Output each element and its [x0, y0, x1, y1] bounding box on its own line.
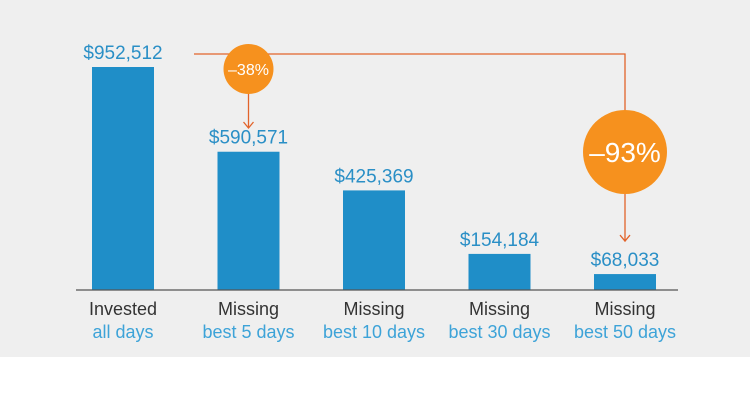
percentage-badges: –38% –93% — [223, 44, 667, 194]
value-label-1: $590,571 — [209, 128, 288, 149]
category-labels: Invested all days Missing best 5 days Missin… — [89, 299, 676, 342]
badge-93-circle — [583, 110, 667, 194]
category-label-line2-1: best 5 days — [202, 322, 294, 342]
badge-38-circle — [223, 44, 274, 94]
bar-2 — [343, 190, 405, 290]
arrowhead-38 — [243, 121, 254, 130]
badge-38-label: –38% — [228, 62, 269, 79]
category-label-line2-4: best 50 days — [574, 322, 676, 342]
arrowhead-93 — [619, 234, 631, 243]
category-label-line2-2: best 10 days — [323, 322, 425, 342]
category-label-line2-3: best 30 days — [448, 322, 550, 342]
badge-93-label: –93% — [589, 137, 661, 168]
value-label-2: $425,369 — [334, 166, 413, 187]
bars — [92, 67, 656, 290]
bar-0 — [92, 67, 154, 290]
value-label-0: $952,512 — [83, 43, 162, 64]
category-label-line1-3: Missing — [469, 299, 530, 319]
bar-1 — [217, 151, 280, 290]
category-label-line1-0: Invested — [89, 299, 157, 319]
category-label-line2-0: all days — [92, 322, 153, 342]
category-label-line1-4: Missing — [594, 299, 655, 319]
value-label-3: $154,184 — [460, 230, 540, 251]
category-label-line1-1: Missing — [218, 299, 279, 319]
bar-4 — [594, 274, 656, 290]
category-label-line1-2: Missing — [343, 299, 404, 319]
bar-3 — [468, 253, 531, 290]
value-label-4: $68,033 — [591, 250, 660, 271]
value-labels: $952,512 $590,571 $425,369 $154,184 $68,033 — [83, 43, 659, 271]
